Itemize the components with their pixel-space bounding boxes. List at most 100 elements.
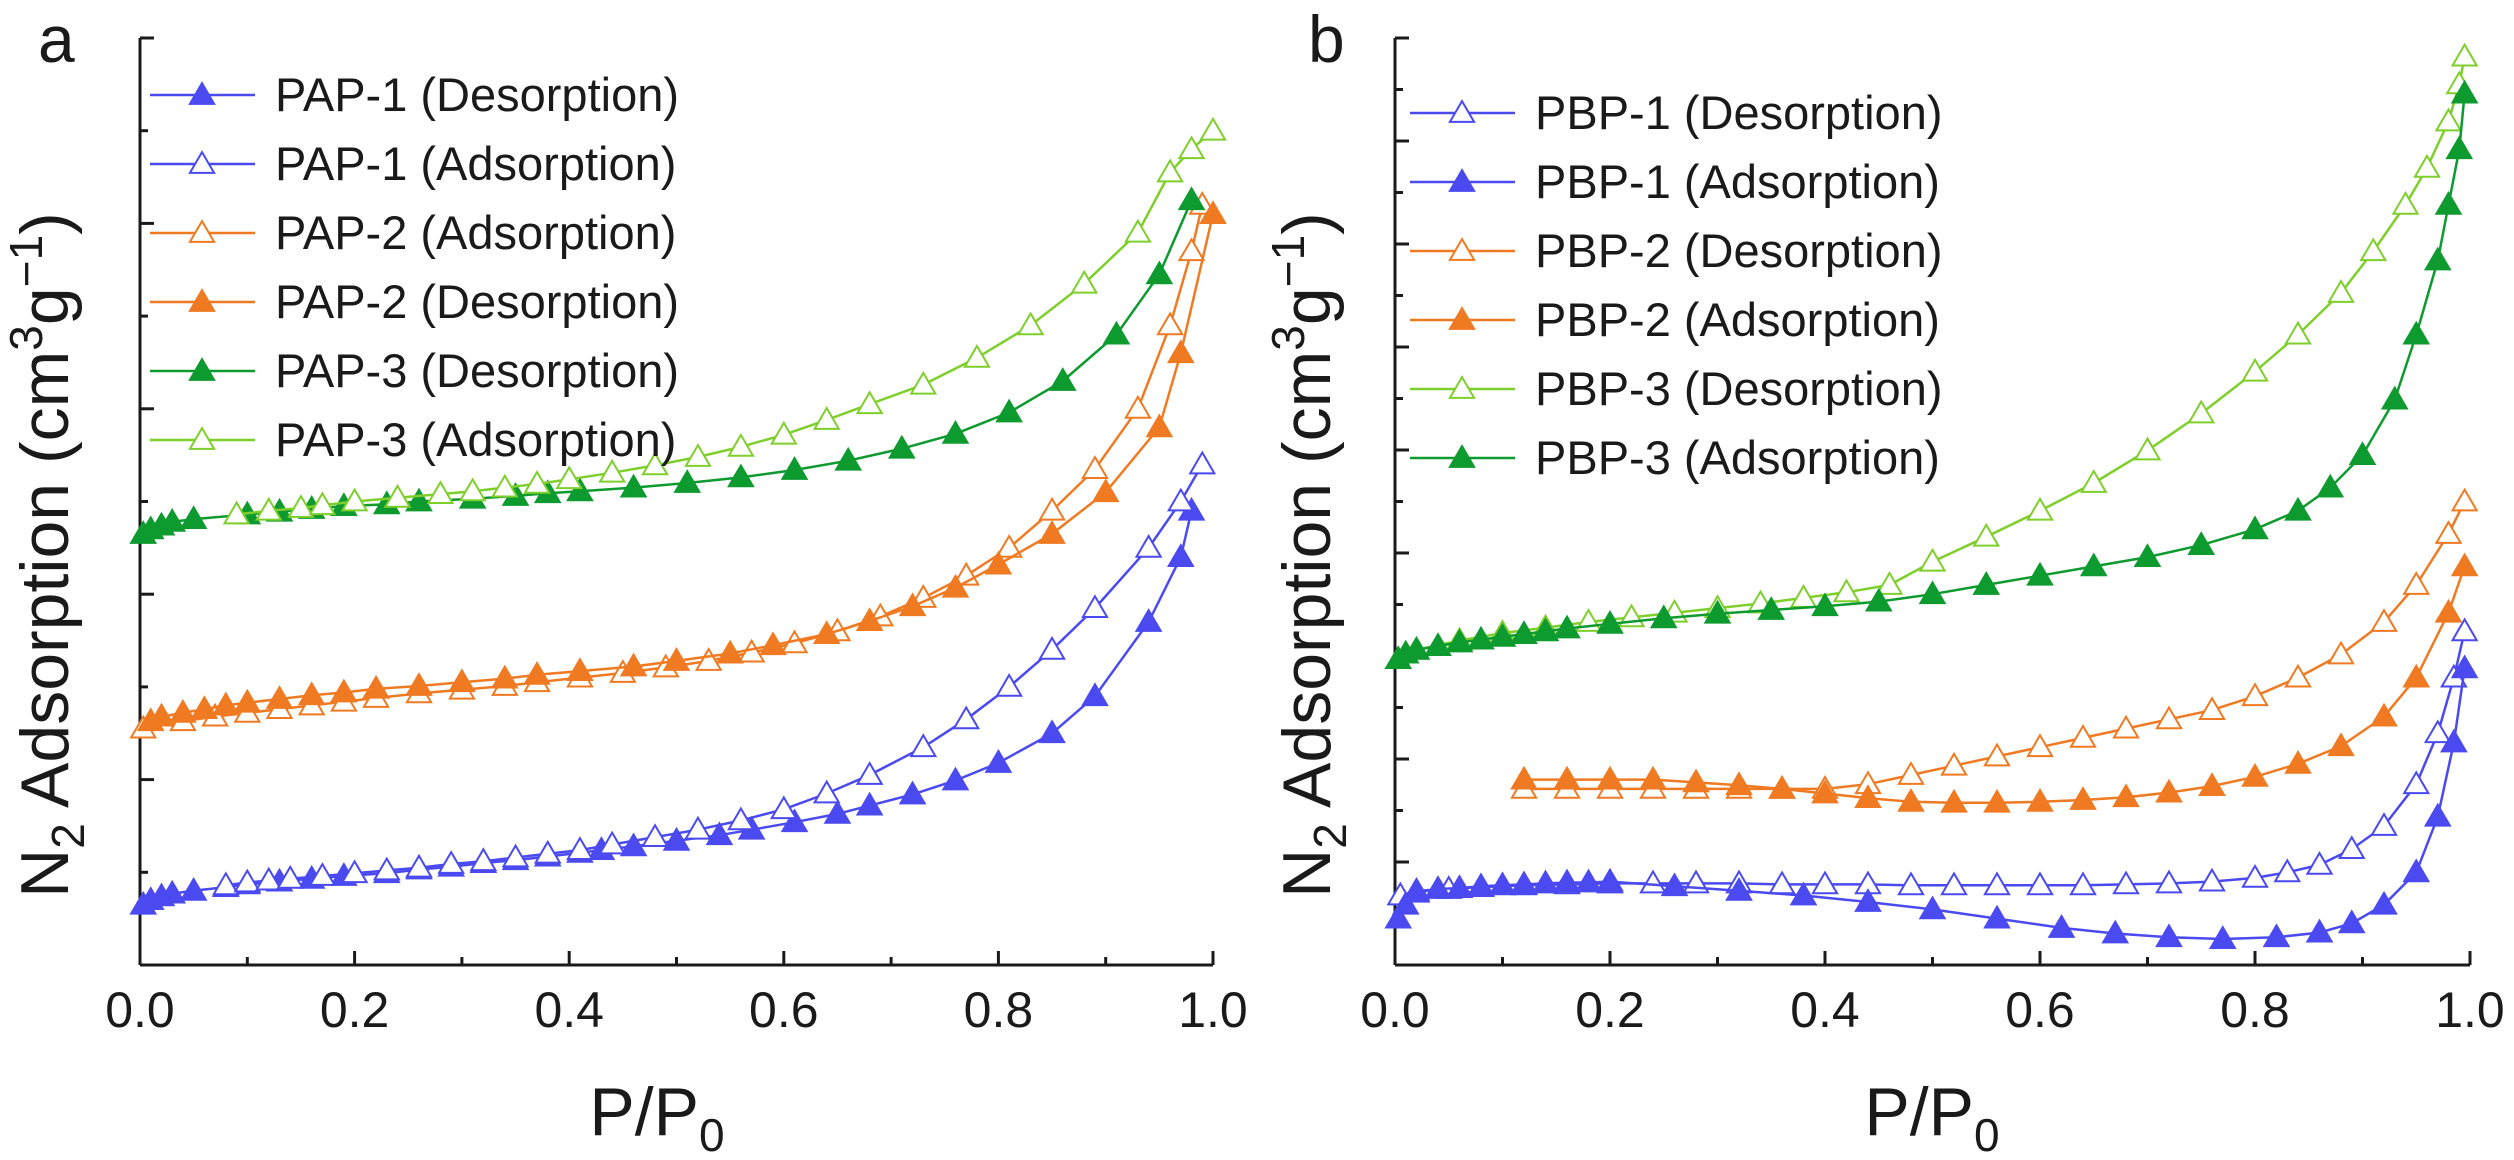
panel-b-data-point [1864, 587, 1893, 612]
panel-a-data-point [265, 685, 294, 709]
panel-b-data-point [2284, 320, 2312, 345]
panel-a-data-point [598, 458, 626, 483]
panel-b-data-point [1983, 904, 2011, 929]
legend-marker [1448, 99, 1476, 123]
panel-a-data-point [1102, 320, 1131, 345]
panel-a-data-point [405, 672, 433, 696]
panel-b-data-point [2434, 598, 2463, 623]
panel-b-data-point [1983, 742, 2011, 767]
panel-b-data-point [1725, 876, 1753, 901]
panel-b-data-point [2402, 571, 2431, 595]
panel-b-y-title-g: g [1269, 287, 1345, 325]
legend-label: PAP-1 (Adsorption) [275, 137, 676, 190]
panel-b-x-tick-label: 0.6 [2005, 982, 2075, 1038]
panel-b-x-tick-label: 0.4 [1790, 982, 1860, 1038]
panel-b-data-point [2241, 682, 2269, 707]
panel-b-data-point [1875, 571, 1904, 595]
panel-b-y-title-rest: Adsorption (cm [1269, 351, 1345, 823]
panel-b-data-point [2026, 787, 2054, 812]
panel-a-data-point [963, 343, 991, 368]
panel-a-x-tick-label: 0.6 [749, 982, 819, 1038]
panel-b-legend: PBP-1 (Desorption) PBP-1 (Adsorption) PBP-… [1410, 86, 1943, 484]
panel-a-data-point [855, 607, 884, 631]
panel-a-data-point [1081, 455, 1109, 479]
panel-a-y-title-sub: 2 [42, 823, 94, 849]
panel-a-data-point [909, 733, 938, 758]
panel-b-data-point [1811, 870, 1839, 895]
legend-entry: PBP-2 (Desorption) [1410, 224, 1943, 277]
panel-b-data-point [2402, 663, 2431, 688]
legend-label: PAP-2 (Adsorption) [275, 206, 676, 259]
panel-a-data-point [405, 853, 433, 878]
panel-a-data-point [1048, 367, 1077, 391]
panel-b-data-point [1510, 870, 1538, 895]
panel-a-data-point [780, 808, 809, 833]
panel-b-x-tick-label: 0.0 [1360, 982, 1430, 1038]
panel-a-data-point [501, 843, 530, 868]
panel-a-data-point [1038, 719, 1066, 744]
panel-b-data-point [2155, 869, 2183, 894]
panel-a-series-3 [136, 200, 1227, 732]
panel-a-data-point [898, 592, 927, 617]
panel-b-data-point [1424, 632, 1452, 657]
panel-b-data-point [1467, 625, 1495, 650]
panel-a-data-point [308, 862, 337, 886]
legend-entry: PAP-2 (Desorption) [150, 275, 679, 328]
panel-b-data-point [2305, 918, 2334, 943]
panel-b-data-point [1725, 771, 1753, 796]
panel-a-data-point [566, 477, 594, 502]
panel-b-data-point [2402, 770, 2431, 795]
panel-b-data-point [2198, 772, 2226, 796]
panel-a-data-point [887, 434, 916, 459]
panel-a-data-point [448, 668, 476, 693]
panel-b-y-title-sup1: 3 [1262, 325, 1314, 351]
panel-a-x-title-sub: 0 [699, 1109, 725, 1160]
panel-b-data-point [1703, 599, 1732, 624]
panel-a-data-point [673, 469, 702, 493]
panel-a-data-point [340, 487, 369, 512]
panel-a-data-point [1177, 237, 1206, 262]
panel-b-data-point [1918, 895, 1947, 920]
panel-b-data-point [2241, 762, 2269, 787]
panel-b-data-point [1972, 522, 2001, 547]
panel-a-data-point [984, 749, 1013, 773]
panel-b-data-point [1649, 604, 1678, 629]
panel-b-data-point [2450, 79, 2479, 104]
panel-a-data-point [995, 533, 1023, 558]
legend-marker [188, 219, 216, 243]
panel-b-data-point [2327, 640, 2355, 665]
panel-a-data-point [222, 500, 251, 525]
legend-entry: PBP-1 (Adsorption) [1410, 155, 1940, 208]
panel-b-data-point [2327, 279, 2355, 303]
legend-entry: PBP-3 (Adsorption) [1410, 431, 1940, 484]
panel-b-y-title-main: N [1269, 849, 1345, 898]
panel-b-data-point [2423, 246, 2452, 271]
legend-marker [188, 288, 216, 312]
panel-b-data-point [2198, 867, 2226, 892]
panel-a-data-point [1070, 269, 1099, 294]
legend-entry: PAP-3 (Desorption) [150, 344, 679, 397]
panel-b-data-point [1811, 779, 1839, 804]
legend-label: PAP-3 (Desorption) [275, 344, 679, 397]
panel-a-data-point [1016, 311, 1045, 336]
legend-marker [1448, 168, 1476, 192]
panel-b-data-point [1596, 609, 1624, 634]
panel-a-data-point [1145, 413, 1174, 438]
panel-a-data-point [490, 664, 519, 689]
panel-a-data-point [941, 573, 970, 598]
panel-a-data-point [1038, 496, 1066, 521]
legend-marker [188, 81, 216, 105]
panel-a-data-point [727, 806, 755, 831]
panel-a-data-point [179, 505, 208, 530]
panel-a-data-point [641, 823, 669, 847]
panel-b-data-point [2370, 890, 2398, 915]
panel-b-data-point [1940, 751, 1968, 776]
panel-a-data-point [340, 859, 369, 884]
panel-a-data-point [212, 691, 240, 716]
panel-b-data-point [1639, 869, 1667, 894]
panel-a-data-point [898, 780, 927, 805]
panel-b-data-point [1402, 878, 1431, 903]
